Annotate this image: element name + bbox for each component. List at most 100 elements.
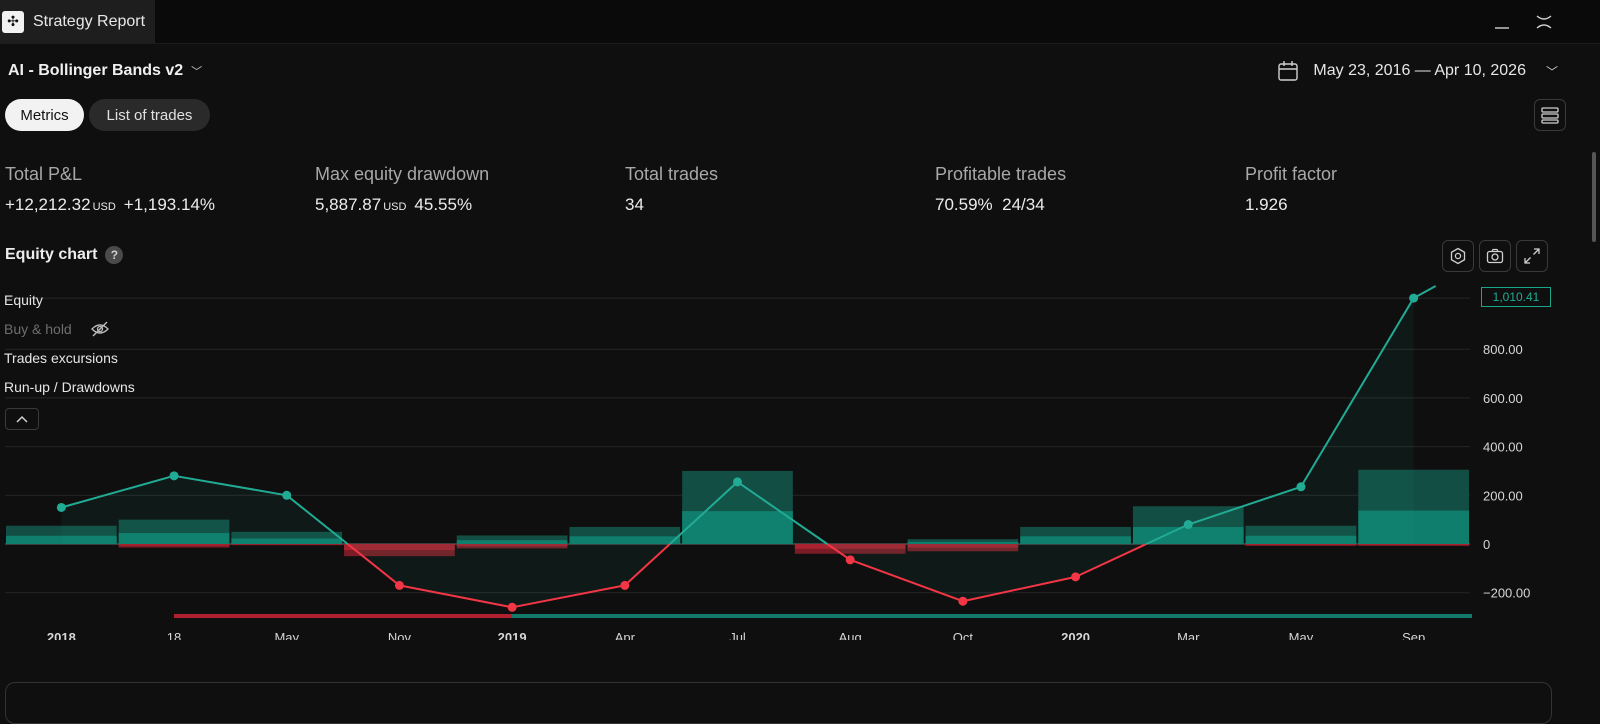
report-tab[interactable]: ✣ Strategy Report — [0, 0, 155, 43]
trade-excursion-bar — [907, 541, 1019, 544]
x-tick-label: May — [1289, 630, 1314, 640]
eye-off-icon — [90, 321, 109, 337]
minimize-icon[interactable] — [1488, 8, 1516, 36]
fullscreen-button[interactable] — [1516, 240, 1548, 272]
equity-point — [169, 471, 179, 481]
total-pnl-percent: +1,193.14% — [123, 195, 216, 214]
tab-list-of-trades[interactable]: List of trades — [89, 99, 210, 131]
x-tick-label: Aug — [839, 630, 862, 640]
chart-settings-button[interactable] — [1442, 240, 1474, 272]
trade-loss-bar — [1358, 544, 1469, 545]
chevron-up-icon — [16, 415, 28, 423]
trade-excursion-bar — [1132, 527, 1244, 544]
legend-buy-hold-label: Buy & hold — [4, 321, 72, 337]
x-tick-label: Sep — [1402, 630, 1425, 640]
equity-line-segment — [1300, 297, 1415, 488]
tradingview-logo-icon: ✣ — [2, 10, 24, 33]
equity-point — [56, 502, 66, 512]
profitable-percent: 70.59% — [935, 195, 993, 214]
last-equity-value-badge: 1,010.41 — [1481, 287, 1551, 307]
trade-loss-bar — [456, 544, 568, 547]
help-icon[interactable]: ? — [105, 246, 124, 264]
equity-chart[interactable]: −200.00 0 200.00 400.00 600.00 800.00 2018 18 Ma… — [0, 280, 1550, 640]
metric-profitable-trades: Profitable trades 70.59% 24/34 — [935, 164, 1066, 215]
metric-label: Total P&L — [5, 164, 83, 184]
total-pnl-value: +12,212.32 — [5, 195, 91, 214]
trade-loss-bar — [118, 544, 230, 546]
date-range-selector[interactable]: May 23, 2016 — Apr 10, 2026 ﹀ — [1277, 60, 1558, 82]
losing-period-strip — [174, 614, 512, 618]
trade-excursion-bar — [569, 536, 681, 544]
trade-loss-bar — [344, 544, 455, 551]
y-tick-label: −200.00 — [1483, 586, 1530, 601]
max-dd-value: 5,887.87 — [315, 195, 382, 214]
equity-point — [845, 555, 855, 565]
equity-line-segment — [511, 584, 625, 609]
equity-point — [733, 477, 742, 487]
equity-point — [282, 490, 292, 500]
equity-point — [394, 580, 404, 590]
equity-point — [1296, 482, 1306, 492]
collapse-legend-button[interactable] — [5, 408, 39, 430]
next-section-card — [5, 682, 1552, 724]
x-tick-label: 2020 — [1061, 630, 1090, 640]
trade-excursion-bar — [456, 540, 568, 544]
chevron-down-icon: ﹀ — [1545, 64, 1558, 79]
expand-icon — [1524, 248, 1540, 264]
equity-line-segment — [1075, 543, 1147, 578]
equity-area — [61, 298, 1414, 608]
screenshot-button[interactable] — [1479, 240, 1511, 272]
y-tick-label: 800.00 — [1483, 342, 1523, 357]
legend-equity[interactable]: Equity — [4, 292, 43, 308]
tab-metrics[interactable]: Metrics — [5, 99, 84, 131]
currency-unit: USD — [383, 201, 407, 213]
equity-line-segment — [826, 543, 851, 561]
equity-point — [1071, 572, 1081, 582]
equity-line-segment — [399, 584, 513, 609]
profitable-ratio: 24/34 — [1002, 195, 1045, 214]
y-tick-label: 200.00 — [1483, 488, 1523, 503]
layout-toggle-button[interactable] — [1534, 99, 1566, 131]
legend-runup-drawdowns[interactable]: Run-up / Drawdowns — [4, 379, 135, 395]
currency-unit: USD — [92, 201, 116, 213]
trade-loss-bar — [794, 544, 906, 549]
profit-factor-value: 1.926 — [1245, 195, 1288, 214]
metric-label: Profit factor — [1245, 164, 1338, 184]
legend-buy-hold[interactable]: Buy & hold — [4, 321, 110, 337]
x-tick-label: Apr — [615, 630, 636, 640]
total-trades-value: 34 — [625, 195, 644, 214]
metric-label: Profitable trades — [935, 164, 1067, 184]
tab-title: Strategy Report — [33, 12, 146, 30]
y-tick-label: 600.00 — [1483, 391, 1523, 406]
page-scrollbar[interactable] — [1592, 152, 1596, 242]
date-range-text: May 23, 2016 — Apr 10, 2026 — [1313, 62, 1526, 79]
restore-icon[interactable] — [1530, 8, 1558, 36]
x-tick-label: Jul — [729, 630, 746, 640]
camera-icon — [1486, 248, 1504, 264]
legend-trades-excursions[interactable]: Trades excursions — [4, 350, 118, 366]
equity-chart-heading: Equity chart ? — [5, 246, 124, 264]
equity-point — [620, 580, 630, 590]
hexagon-settings-icon — [1450, 247, 1466, 265]
trade-excursion-bar — [1358, 510, 1469, 544]
x-tick-label: Nov — [388, 630, 412, 640]
metric-profit-factor: Profit factor 1.926 — [1245, 164, 1337, 215]
y-tick-label: 0 — [1483, 537, 1490, 552]
calendar-icon — [1277, 60, 1299, 82]
equity-line-segment — [1187, 485, 1302, 526]
equity-chart-title: Equity chart — [5, 246, 98, 263]
strategy-name: AI - Bollinger Bands v2 — [8, 62, 184, 79]
trade-excursion-bar — [118, 533, 230, 544]
metric-total-trades: Total trades 34 — [625, 164, 718, 215]
strategy-selector[interactable]: AI - Bollinger Bands v2 ﹀ — [8, 62, 202, 80]
equity-line-segment — [962, 575, 1076, 603]
trade-excursion-bar — [1245, 535, 1357, 544]
trade-loss-bar — [907, 544, 1019, 548]
x-tick-label: Oct — [953, 630, 974, 640]
trade-excursion-bar — [231, 538, 343, 544]
equity-point — [958, 596, 968, 606]
x-tick-label: 18 — [167, 630, 181, 640]
y-tick-label: 400.00 — [1483, 440, 1523, 455]
x-tick-label: 2018 — [47, 630, 76, 640]
equity-point — [1183, 520, 1193, 530]
